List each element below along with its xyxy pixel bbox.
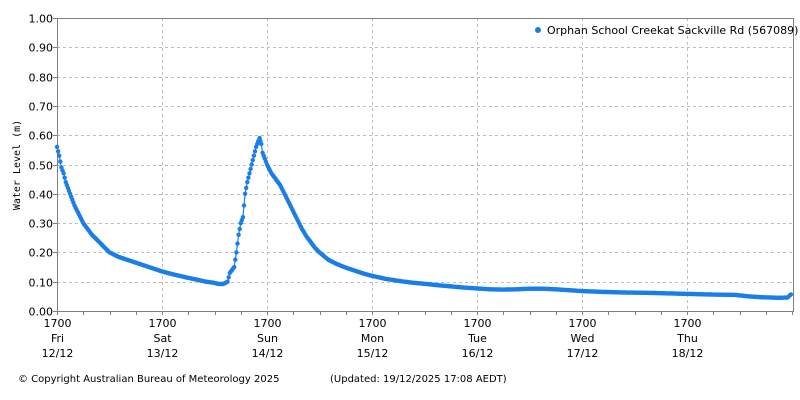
plot-frame — [57, 18, 794, 312]
x-tick-label: Sat — [153, 332, 172, 345]
data-point — [240, 215, 246, 220]
x-tick-label: 14/12 — [252, 347, 284, 360]
x-tick-label: 15/12 — [357, 347, 389, 360]
data-point — [232, 264, 237, 270]
x-tick-label: 13/12 — [147, 347, 179, 360]
legend-label: Orphan School Creekat Sackville Rd (5670… — [547, 24, 798, 37]
data-point — [248, 166, 253, 172]
y-tick-label: 0.40 — [29, 189, 54, 202]
data-point — [55, 149, 61, 154]
data-point — [242, 191, 248, 196]
y-tick-label: 0.50 — [29, 160, 54, 173]
y-axis-tick-labels: 0.00 0.10 0.20 0.30 0.40 0.50 0.60 0.70 0.80 0.90… — [29, 13, 54, 319]
x-tick-label: 1700 — [674, 317, 702, 330]
legend: Orphan School Creekat Sackville Rd (5670… — [535, 24, 798, 37]
data-point — [62, 175, 67, 180]
data-point — [236, 232, 241, 237]
data-point — [234, 250, 239, 255]
data-point — [57, 153, 62, 158]
x-tick-label: 12/12 — [42, 347, 74, 360]
data-point — [54, 144, 60, 150]
x-tick-label: Mon — [361, 332, 384, 345]
x-tick-label: Sun — [257, 332, 278, 345]
x-tick-label: 17/12 — [567, 347, 599, 360]
data-point — [249, 162, 254, 167]
data-point — [251, 153, 257, 158]
y-tick-label: 0.60 — [29, 130, 54, 143]
data-point — [252, 149, 258, 154]
x-tick-label: 1700 — [44, 317, 72, 330]
data-point — [250, 157, 255, 163]
y-tick-label: 0.80 — [29, 72, 54, 85]
x-tick-label: 1700 — [464, 317, 492, 330]
x-tick-label: 1700 — [359, 317, 387, 330]
y-tick-label: 0.20 — [29, 247, 54, 260]
data-point — [246, 175, 251, 180]
data-point — [226, 275, 231, 280]
x-tick-label: 16/12 — [462, 347, 494, 360]
x-tick-label: Tue — [467, 332, 487, 345]
water-level-series — [54, 135, 794, 300]
data-point — [259, 141, 264, 147]
y-tick-label: 0.70 — [29, 101, 54, 114]
data-point — [61, 171, 66, 176]
updated-timestamp: (Updated: 19/12/2025 17:08 AEDT) — [330, 374, 507, 385]
x-tick-label: Fri — [51, 332, 64, 345]
data-point — [235, 241, 240, 246]
y-tick-label: 0.90 — [29, 42, 54, 55]
x-tick-label: 18/12 — [672, 347, 704, 360]
copyright-notice: © Copyright Australian Bureau of Meteoro… — [18, 374, 280, 385]
data-point — [245, 179, 250, 185]
x-tick-label: 1700 — [149, 317, 177, 330]
y-tick-label: 1.00 — [29, 13, 54, 26]
x-tick-label: 1700 — [254, 317, 282, 330]
y-tick-label: 0.10 — [29, 277, 54, 290]
grid-lines — [57, 18, 793, 311]
y-tick-label: 0.00 — [29, 306, 54, 319]
y-tick-label: 0.30 — [29, 218, 54, 231]
y-axis-label: Water Level (m) — [12, 120, 23, 210]
x-tick-label: Wed — [571, 332, 595, 345]
data-point — [58, 159, 63, 164]
data-point — [244, 185, 249, 191]
axes — [53, 18, 794, 315]
x-axis-tick-labels: 1700 Fri 12/12 1700 Sat 13/12 1700 Sun 14/12 1700… — [42, 317, 704, 360]
x-tick-label: Thu — [676, 332, 698, 345]
data-point — [237, 226, 242, 232]
data-point — [225, 279, 230, 284]
legend-marker-icon — [535, 27, 541, 33]
data-point — [233, 257, 238, 262]
data-point — [241, 203, 247, 208]
data-point — [247, 171, 252, 176]
data-point — [788, 292, 794, 297]
x-tick-label: 1700 — [569, 317, 597, 330]
